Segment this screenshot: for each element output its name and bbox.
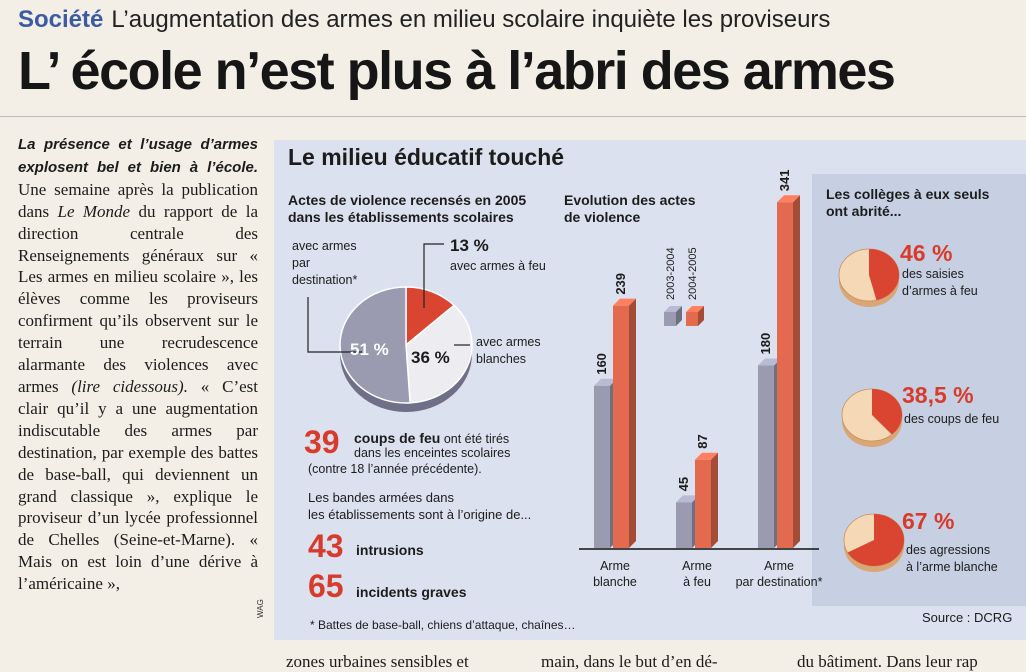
college-pie-slice — [847, 514, 904, 566]
headline: L’ école n’est plus à l’abri des armes — [18, 41, 896, 101]
gangs-intro-line-1: Les bandes armées dans — [308, 490, 454, 505]
violence-pie-chart — [307, 243, 473, 412]
college-stat-3-line-1: des agressions — [906, 543, 991, 557]
college-stat-1-value: 46 % — [900, 240, 953, 266]
college-share-pies — [838, 248, 905, 572]
college-pie-slice — [869, 249, 900, 301]
pie-label-blades-line-2: blanches — [476, 352, 527, 366]
leader-firearms — [423, 243, 444, 308]
article-text-3: « C’est clair qu’il y a une augmentation… — [18, 376, 259, 594]
kicker: Société L’augmentation des armes en milie… — [18, 6, 830, 34]
bar-value-label: 341 — [777, 170, 792, 192]
leader-destination — [307, 297, 362, 353]
college-stat-1-text: des saisies d’armes à feu — [902, 266, 978, 300]
stat-intrusions-number: 43 — [308, 528, 344, 564]
college-pie-slice — [872, 389, 902, 435]
source-note: Source : DCRG — [922, 610, 1013, 625]
article-text-2: du rapport de la direction centrale des … — [18, 201, 258, 396]
stat-shots-line-3: (contre 18 l’année précédente). — [308, 462, 482, 476]
college-pie-3 — [843, 513, 905, 572]
pie-slice-0 — [339, 286, 411, 404]
legend-label: 2003-2004 — [665, 247, 677, 300]
bar-value-label: 160 — [594, 353, 609, 375]
pie-label-blades-line-1: avec armes — [476, 335, 541, 349]
bar-2004-2005-2 — [777, 195, 800, 548]
next-column-2: main, dans le but d’en dé- — [541, 652, 718, 671]
article-text-1: Une semaine après la publication dans — [18, 179, 258, 221]
next-column-1: zones urbaines sensibles et — [286, 652, 469, 671]
pie-value-destination: 51 % — [350, 340, 389, 359]
header-rule — [0, 116, 1026, 117]
bar-category-label: Arme à feu — [682, 559, 712, 589]
college-stat-1-line-2: d’armes à feu — [902, 284, 978, 298]
pie-title: Actes de violence recensés en 2005 dans … — [288, 192, 526, 226]
pie-slice-2 — [405, 304, 473, 404]
pie-label-destination-line-2: par — [292, 256, 311, 270]
pie-label-blades: avec armes blanches — [476, 334, 541, 368]
college-stat-3-line-2: à l’arme blanche — [906, 560, 998, 574]
bar-value-label: 87 — [695, 434, 710, 448]
newspaper-name: Le Monde — [57, 201, 131, 221]
bar-category-label: Arme par destination* — [736, 559, 823, 589]
gangs-intro: Les bandes armées dans les établissement… — [308, 489, 531, 523]
college-pie-1 — [838, 248, 900, 307]
stat-incidents-number: 65 — [308, 568, 344, 604]
pie-label-destination-line-3: destination* — [292, 273, 358, 287]
stat-shots-label: coups de feu — [354, 430, 441, 446]
infographic-panel: Le milieu éducatif touché Actes de viole… — [274, 140, 1026, 640]
stat-shots-line-2: dans les enceintes scolaires — [354, 446, 511, 460]
college-stat-3-value: 67 % — [902, 508, 955, 534]
gangs-intro-line-2: les établissements sont à l’origine de..… — [308, 507, 532, 522]
article-column: La présence et l’usage d’armes explosent… — [18, 133, 258, 595]
bar-2004-2005-0 — [613, 298, 636, 548]
next-column-3: du bâtiment. Dans leur rap — [797, 652, 978, 671]
pie-label-destination: avec armes par destination* — [292, 238, 357, 289]
college-stat-3-text: des agressions à l’arme blanche — [906, 542, 998, 576]
photo-credit: WAG — [256, 599, 265, 618]
pie-label-firearms: avec armes à feu — [450, 259, 546, 273]
stat-incidents-label: incidents graves — [356, 584, 467, 600]
pie-label-destination-line-1: avec armes — [292, 239, 357, 253]
legend-swatch — [686, 306, 704, 326]
bar-chart-title-line-2: de violence — [564, 209, 641, 225]
stat-shots-line-1: coups de feu ont été tirés — [354, 430, 509, 446]
bar-value-label: 45 — [676, 477, 691, 491]
college-stat-2-value: 38,5 % — [902, 382, 974, 408]
footnote: * Battes de base-ball, chiens d’attaque,… — [310, 618, 576, 632]
college-pie-2 — [841, 388, 903, 447]
see-below-note: (lire cidessous). — [71, 376, 188, 396]
stat-shots-rest: ont été tirés — [440, 432, 510, 446]
college-stat-1-line-1: des saisies — [902, 267, 964, 281]
bar-value-label: 239 — [613, 273, 628, 295]
bar-chart-title-line-1: Evolution des actes — [564, 192, 696, 208]
bar-chart-title: Evolution des actes de violence — [564, 192, 695, 226]
bar-value-label: 180 — [758, 333, 773, 355]
section-label: Société — [18, 6, 104, 33]
pie-title-line-1: Actes de violence recensés en 2005 — [288, 192, 527, 208]
stat-intrusions-label: intrusions — [356, 542, 424, 558]
legend-label: 2004-2005 — [687, 247, 699, 300]
violence-bar-chart: 160 45 180 239 87 341 Arme blanche Arme à feu Arme… — [579, 170, 823, 589]
pie-value-blades: 36 % — [411, 348, 450, 367]
right-panel-title-line-1: Les collèges à eux seuls — [826, 186, 990, 202]
pie-title-line-2: dans les établissements scolaires — [288, 209, 514, 225]
right-panel-title-line-2: ont abrité... — [826, 203, 902, 219]
kicker-text: L’augmentation des armes en milieu scola… — [111, 6, 831, 33]
college-stat-2-text: des coups de feu — [904, 412, 1000, 426]
pie-value-firearms: 13 % — [450, 236, 489, 255]
stat-shots-number: 39 — [304, 424, 340, 460]
bar-2004-2005-1 — [695, 452, 718, 548]
bar-category-label: Arme blanche — [593, 559, 637, 589]
article-lead: La présence et l’usage d’armes explosent… — [18, 136, 258, 176]
right-panel-title: Les collèges à eux seuls ont abrité... — [826, 186, 989, 220]
infographic-title: Le milieu éducatif touché — [288, 144, 565, 170]
legend-swatch — [664, 306, 682, 326]
